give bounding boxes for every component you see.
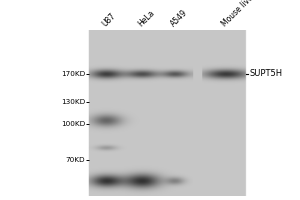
Text: HeLa: HeLa (136, 8, 156, 28)
Text: 70KD: 70KD (66, 157, 86, 163)
Text: A549: A549 (169, 8, 190, 28)
Text: 100KD: 100KD (61, 121, 86, 127)
Text: 170KD: 170KD (61, 71, 86, 77)
Text: SUPT5H: SUPT5H (250, 69, 283, 78)
Text: U87: U87 (100, 11, 117, 28)
Text: 130KD: 130KD (61, 99, 86, 105)
Text: Mouse liver: Mouse liver (220, 0, 258, 28)
